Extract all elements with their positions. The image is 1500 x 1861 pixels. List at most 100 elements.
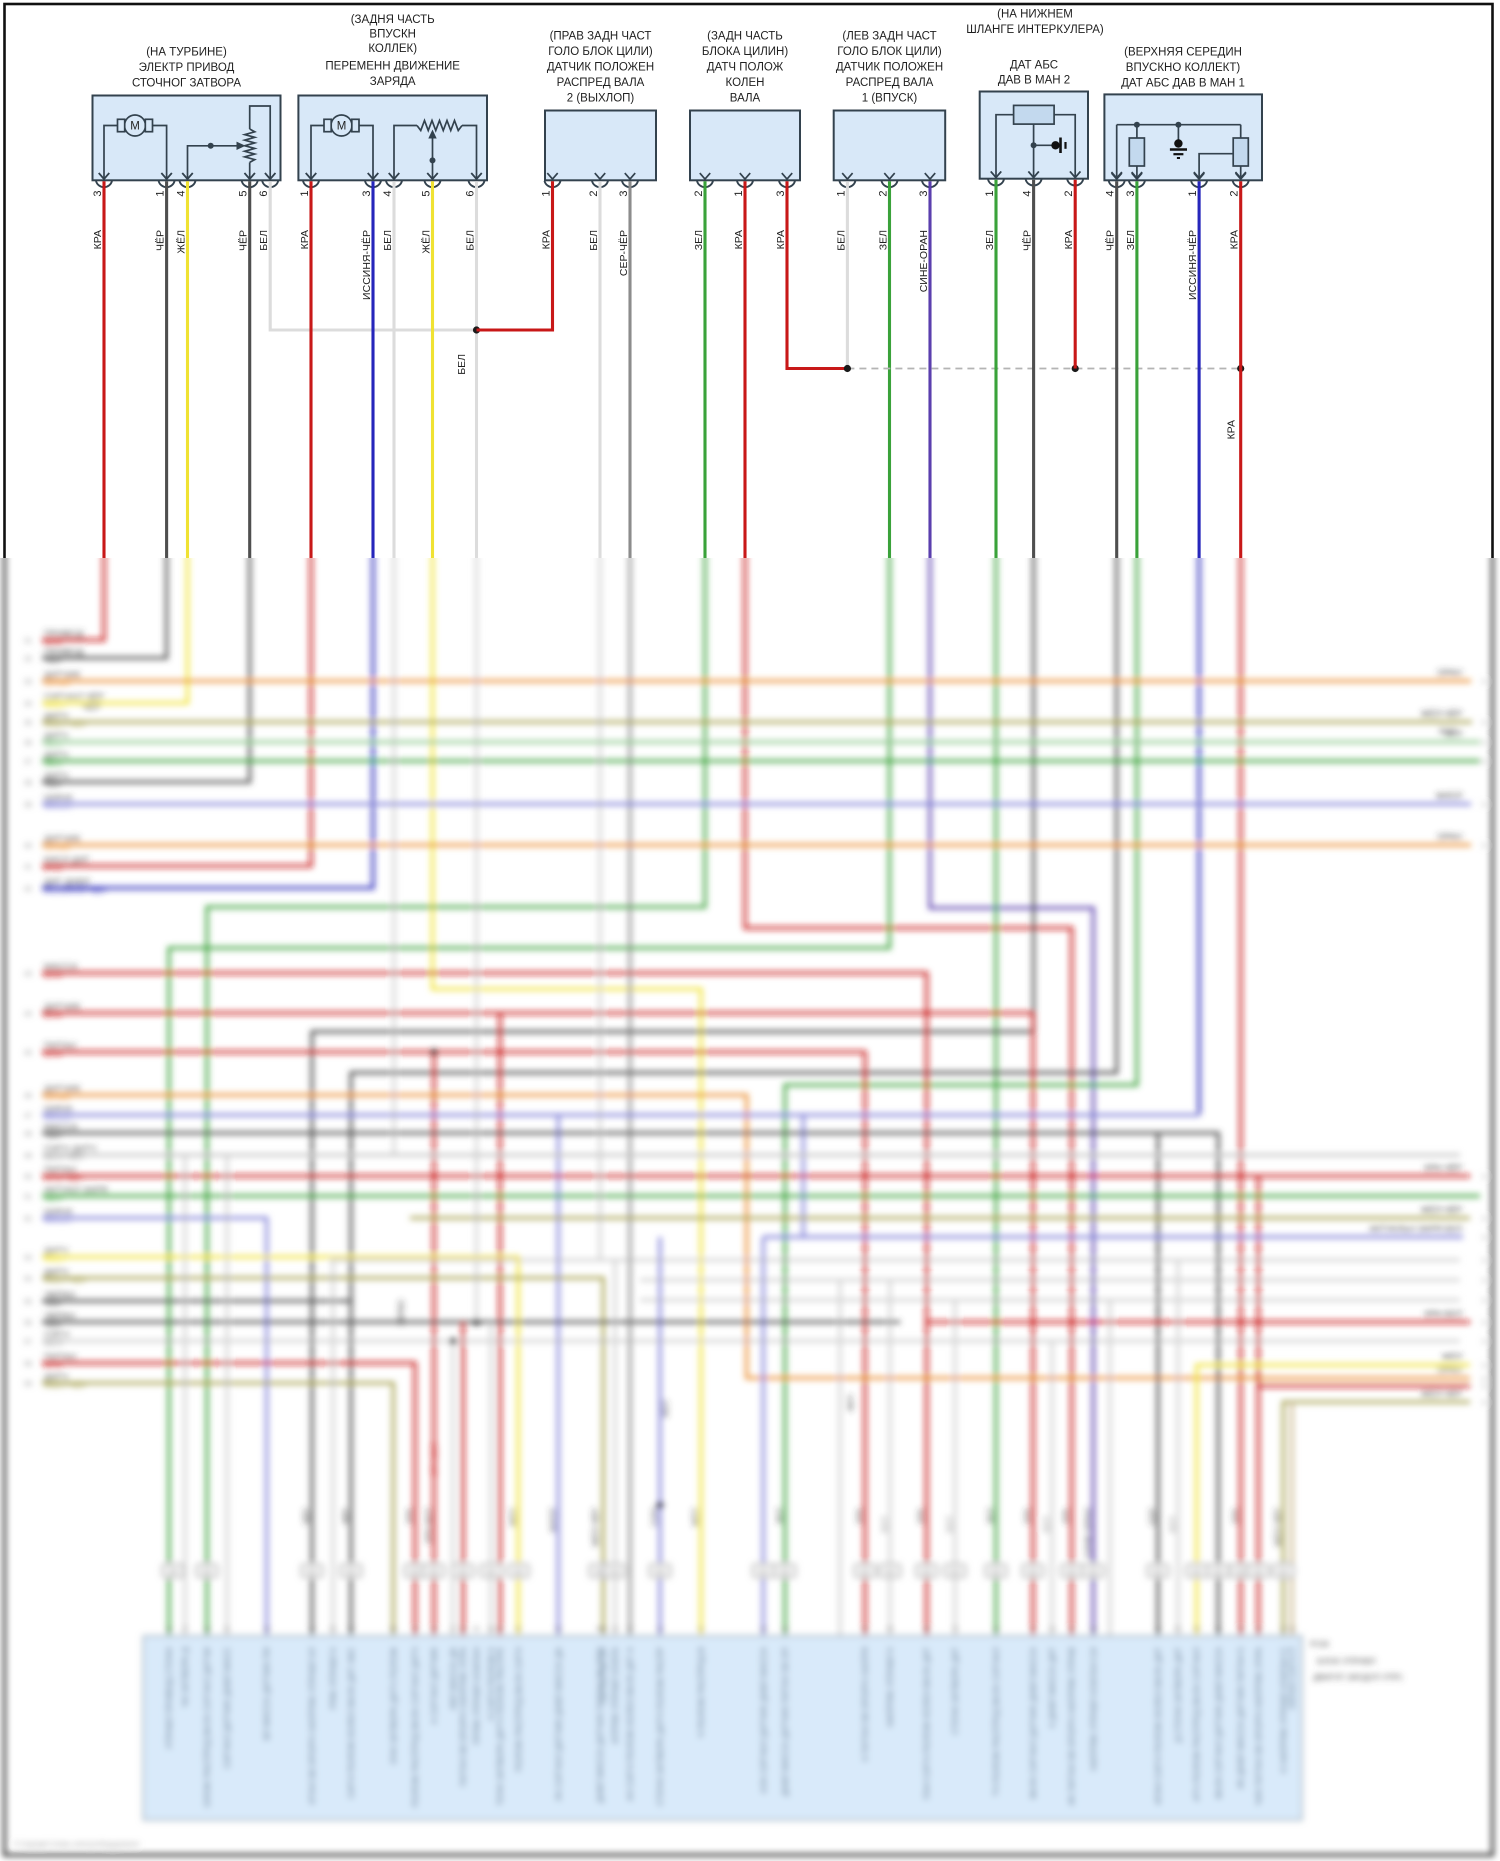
svg-text:АКТУАЛЬН ЗАРЯ БЕЛ: АКТУАЛЬН ЗАРЯ БЕЛ	[1369, 1224, 1462, 1234]
svg-text:2: 2	[693, 191, 705, 197]
svg-text:ФИОЛ: ФИОЛ	[44, 1215, 72, 1226]
svg-text:17: 17	[182, 1627, 189, 1633]
svg-text:ПЕРЕМЕНН ДВИЖЕНИЕ: ПЕРЕМЕНН ДВИЖЕНИЕ	[325, 61, 460, 73]
svg-text:53: 53	[24, 1255, 32, 1262]
svg-text:АТЧ ПОЛОЖ РАСПРЕД ВАЛА СИГНАЛ: АТЧ ПОЛОЖ РАСПРЕД ВАЛА СИГНАЛ	[1192, 1647, 1202, 1802]
svg-text:ГОЛО БЛОК ЦИЛИ): ГОЛО БЛОК ЦИЛИ)	[548, 46, 653, 58]
svg-text:ЧЁР: ЧЁР	[44, 1298, 63, 1309]
svg-text:38: 38	[263, 1627, 270, 1633]
svg-text:10: 10	[1255, 1627, 1262, 1633]
svg-text:ПИТАН 5В ОП: ПИТАН 5В ОП	[598, 1647, 608, 1704]
svg-text:С2: С2	[1254, 1569, 1263, 1576]
svg-text:(ПРАВ ЗАДН ЧАСТ: (ПРАВ ЗАДН ЧАСТ	[550, 31, 652, 43]
svg-text:С2: С2	[596, 1569, 605, 1576]
svg-text:ДАВЛ МАССА ДАТЧИК ПИТАН 5В ОП: ДАВЛ МАССА ДАТЧИК ПИТАН 5В ОП	[780, 1647, 790, 1796]
svg-text:БЕЛ: БЕЛ	[382, 230, 394, 251]
svg-text:ТОЧН ЗАТВОРА ДАТЧ ПОЛОЖ РАСПРЕ: ТОЧН ЗАТВОРА ДАТЧ ПОЛОЖ РАСПРЕ	[495, 1647, 505, 1806]
svg-text:БЕЛ: БЕЛ	[880, 1516, 890, 1533]
svg-text:КРА: КРА	[44, 1049, 62, 1060]
svg-text:1 (ВПУСК): 1 (ВПУСК)	[862, 93, 918, 105]
svg-text:ВАЛА: ВАЛА	[730, 93, 761, 105]
svg-text:ДАТЧ: ДАТЧ	[44, 750, 68, 761]
svg-text:ИК ПИТАН 5В ОПОРН НАПРЯЖ УПРАВ: ИК ПИТАН 5В ОПОРН НАПРЯЖ УПРАВ	[1067, 1647, 1077, 1806]
svg-text:АПРЯЖ УПРАВЛ КЛАПА: АПРЯЖ УПРАВЛ КЛАПА	[610, 1647, 620, 1745]
svg-text:КРА: КРА	[855, 1508, 865, 1524]
svg-text:РАСПРЕД ВАЛА: РАСПРЕД ВАЛА	[557, 77, 645, 89]
svg-text:ЖЁЛ-ЧЁР: ЖЁЛ-ЧЁР	[1421, 1205, 1462, 1215]
svg-text:С2: С2	[1237, 1569, 1246, 1576]
svg-text:С2: С2	[308, 1569, 317, 1576]
svg-text:31: 31	[698, 1627, 705, 1633]
svg-text:КИСЛ ДАТ: КИСЛ ДАТ	[44, 855, 90, 866]
svg-text:КОЛЕН: КОЛЕН	[726, 77, 765, 89]
svg-text:КРА: КРА	[1226, 420, 1238, 439]
svg-text:Ч ПОЛОЖ РАСПРЕД В: Ч ПОЛОЖ РАСПРЕД В	[696, 1647, 706, 1738]
svg-text:(ЛЕВ ЗАДН ЧАСТ: (ЛЕВ ЗАДН ЧАСТ	[842, 31, 936, 43]
svg-text:59: 59	[887, 1627, 894, 1633]
svg-text:(НА ТУРБИНЕ): (НА ТУРБИНЕ)	[146, 47, 227, 59]
svg-text:ДАТЧ ПОЛОЖ: ДАТЧ ПОЛОЖ	[707, 62, 784, 74]
svg-text:УПРАВЛ ПРИВОД СТОЧН: УПРАВЛ ПРИВОД СТОЧН	[164, 1647, 174, 1750]
svg-text:31: 31	[473, 1627, 480, 1633]
svg-text:37: 37	[24, 759, 32, 766]
svg-text:47: 47	[24, 1113, 32, 1120]
svg-text:КРА: КРА	[1229, 230, 1241, 249]
svg-text:24: 24	[1289, 1627, 1296, 1633]
svg-text:ИССИНЯ-ЧЁР: ИССИНЯ-ЧЁР	[1187, 230, 1199, 300]
svg-text:ЗЕЛ: ЗЕЛ	[44, 1193, 62, 1204]
svg-text:52: 52	[24, 1216, 32, 1223]
svg-text:2 (ВЫХЛОП): 2 (ВЫХЛОП)	[567, 93, 635, 105]
svg-text:МАССА: МАССА	[44, 962, 79, 973]
svg-text:ГОЛО БЛОК ЦИЛИ): ГОЛО БЛОК ЦИЛИ)	[837, 46, 942, 58]
svg-text:9: 9	[1482, 759, 1486, 766]
svg-text:ДАТЧ: ДАТЧ	[44, 711, 68, 722]
svg-text:52: 52	[1175, 1627, 1182, 1633]
svg-text:ЧЁР: ЧЁР	[302, 1508, 312, 1525]
svg-text:66: 66	[1215, 1627, 1222, 1633]
svg-text:45: 45	[497, 1627, 504, 1633]
svg-text:БЕЛ: БЕЛ	[846, 1395, 855, 1411]
svg-text:9: 9	[1482, 802, 1486, 809]
svg-text:ЗАРЯДА: ЗАРЯДА	[370, 76, 416, 88]
svg-text:38: 38	[1090, 1627, 1097, 1633]
svg-text:9: 9	[1482, 1216, 1486, 1223]
svg-text:5: 5	[421, 191, 433, 197]
svg-text:БЕЛ: БЕЛ	[1439, 726, 1456, 736]
svg-text:КРА: КРА	[1023, 1508, 1033, 1524]
svg-text:К ПИТАН 5В ОПОРН НАПРЯ: К ПИТАН 5В ОПОРН НАПРЯ	[860, 1647, 870, 1761]
svg-text:48: 48	[24, 1131, 32, 1138]
svg-text:ПИТАН: ПИТАН	[44, 1352, 76, 1363]
svg-text:ДАТЧ: ДАТЧ	[44, 1246, 68, 1257]
svg-text:9: 9	[1482, 1363, 1486, 1370]
svg-text:ИТАН 5В ОПОРН НАПРЯЖ УПРАВЛ КЛ: ИТАН 5В ОПОРН НАПРЯЖ УПРАВЛ КЛ	[307, 1647, 317, 1804]
svg-text:ДАТЧИК: ДАТЧИК	[44, 834, 81, 845]
svg-text:С2: С2	[886, 1569, 895, 1576]
svg-text:ДВИГАТ (МОДУЛ УПР): ДВИГАТ (МОДУЛ УПР)	[1313, 1672, 1403, 1682]
svg-text:ДАТЧ: ДАТЧ	[44, 1267, 68, 1278]
svg-text:38: 38	[760, 1627, 767, 1633]
svg-text:ПОЛОЖ РАСПРЕД ВАЛА СИГНАЛ ДАТЧ: ПОЛОЖ РАСПРЕД ВАЛА СИГНАЛ ДАТЧ	[410, 1647, 420, 1807]
svg-text:9: 9	[1482, 1339, 1486, 1346]
svg-text:ДАВЛ МАССА ДАТЧИК ПИТАН 5В ОПО: ДАВЛ МАССА ДАТЧИК ПИТАН 5В ОПО	[595, 1647, 605, 1803]
svg-text:КРА-ЧЁР: КРА-ЧЁР	[1424, 1163, 1462, 1173]
svg-text:43: 43	[24, 971, 32, 978]
svg-text:ЖЁЛ: ЖЁЛ	[661, 1400, 670, 1418]
svg-text:БЕЛ: БЕЛ	[1042, 1516, 1052, 1533]
svg-text:39: 39	[24, 802, 32, 809]
svg-text:А СИГНАЛ ДАТЧИК: А СИГНАЛ ДАТЧИК	[429, 1647, 439, 1725]
svg-text:ДАТЧИК: ДАТЧИК	[44, 670, 81, 681]
svg-text:ПОЛОЖ РАСПРЕД ВАЛА СИГН: ПОЛОЖ РАСПРЕД ВАЛА СИГН	[513, 1647, 523, 1772]
svg-text:3: 3	[92, 191, 104, 197]
svg-text:9: 9	[1482, 1298, 1486, 1305]
svg-text:БЕЛ: БЕЛ	[588, 230, 600, 251]
svg-text:ОРАН: ОРАН	[1437, 668, 1462, 678]
svg-text:РСМ: РСМ	[1310, 1639, 1329, 1649]
svg-text:ЧЁР: ЧЁР	[82, 702, 101, 713]
svg-text:Д СТОЧН ЗАТВОРА ДАТ: Д СТОЧН ЗАТВОРА ДАТ	[1173, 1647, 1183, 1743]
svg-text:БЕЛ: БЕЛ	[456, 354, 468, 375]
svg-text:ЭКРАН: ЭКРАН	[397, 1300, 406, 1327]
svg-text:ЖЁЛ-ЧЁР: ЖЁЛ-ЧЁР	[44, 719, 88, 730]
svg-text:ЖЁЛ-ЧЁР: ЖЁЛ-ЧЁР	[1273, 1508, 1283, 1547]
svg-text:Н НАПРЯЖ УПРАВЛ КЛАПАН С: Н НАПРЯЖ УПРАВЛ КЛАПАН С	[1278, 1647, 1288, 1773]
svg-text:НАПРЯЖ УПРАВЛ К: НАПРЯЖ УПРАВЛ К	[885, 1647, 895, 1727]
